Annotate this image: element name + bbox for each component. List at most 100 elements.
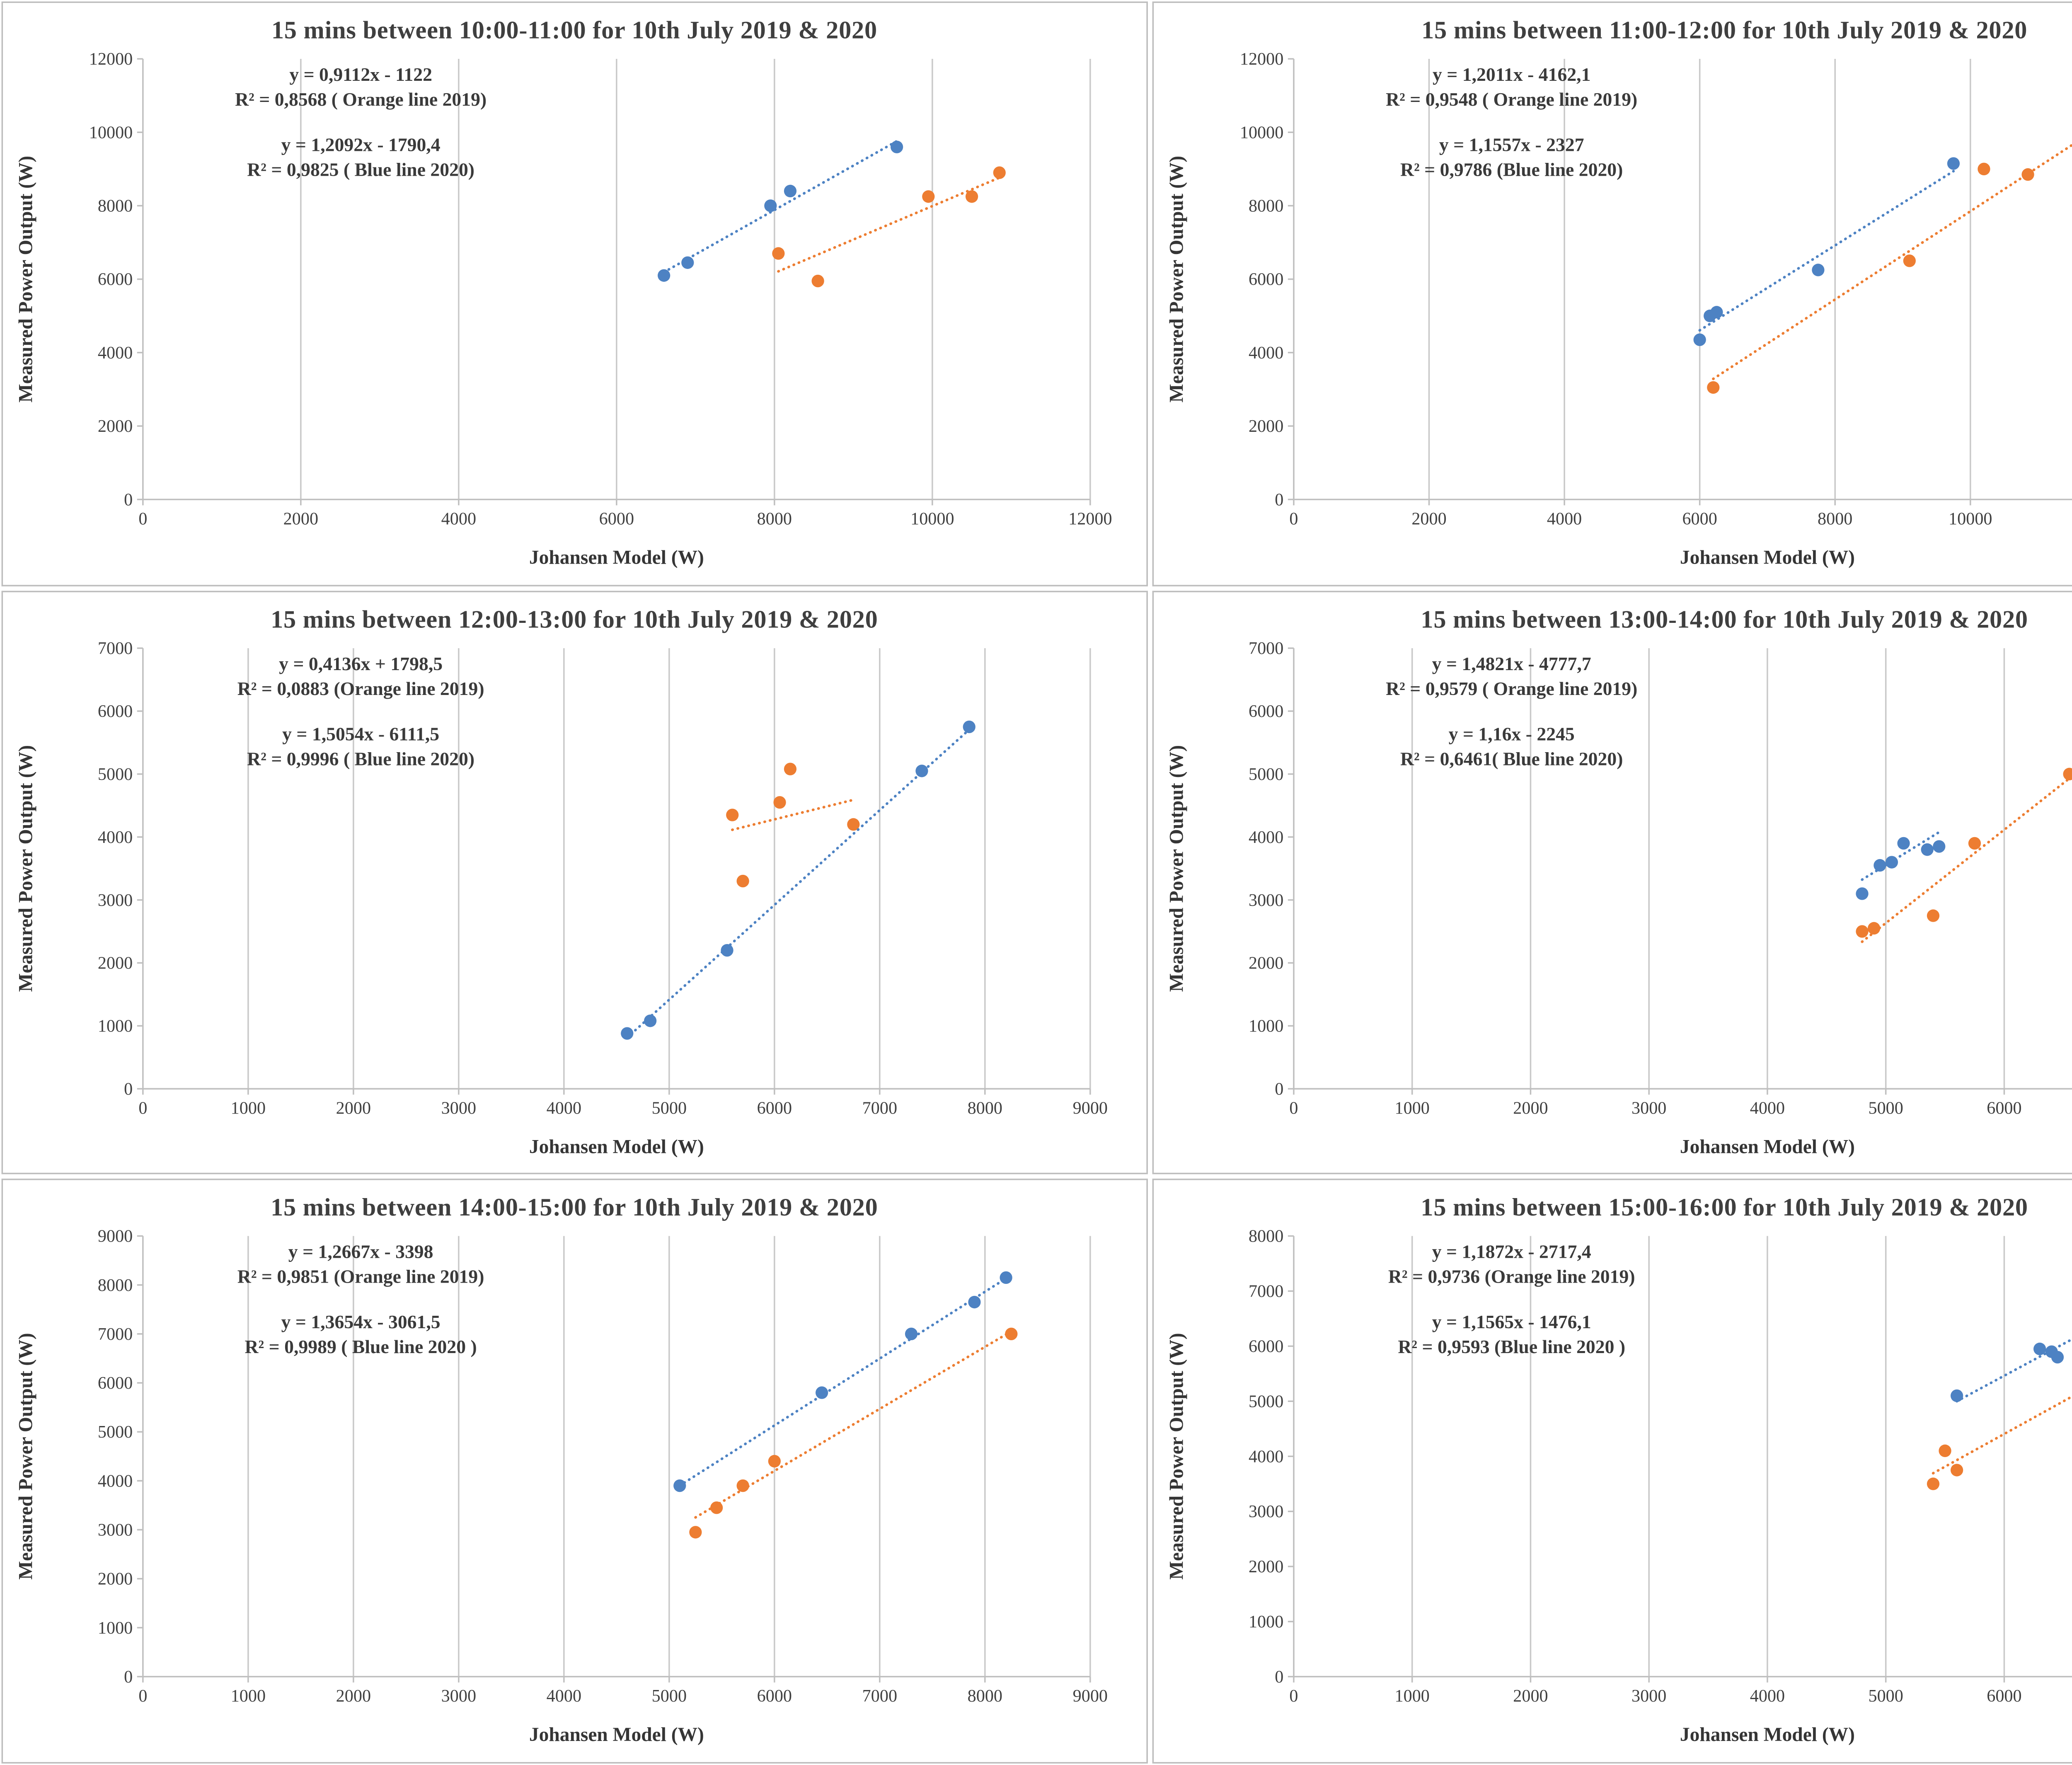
svg-text:R² = 0,9736 (Orange line 2019: R² = 0,9736 (Orange line 2019)	[1387, 1266, 1634, 1288]
svg-text:3000: 3000	[1631, 1098, 1665, 1117]
svg-text:y = 1,2011x - 4162,1: y = 1,2011x - 4162,1	[1432, 64, 1590, 85]
svg-text:8000: 8000	[98, 1276, 133, 1295]
svg-text:y = 1,16x - 2245: y = 1,16x - 2245	[1448, 723, 1574, 744]
svg-text:2000: 2000	[1248, 416, 1283, 436]
svg-text:R² = 0,9851 (Orange line 2019): R² = 0,9851 (Orange line 2019)	[237, 1266, 484, 1288]
svg-text:6000: 6000	[98, 270, 133, 289]
svg-text:8000: 8000	[1248, 1227, 1283, 1247]
svg-text:Johansen Model (W): Johansen Model (W)	[1679, 1136, 1854, 1157]
svg-text:3000: 3000	[98, 1521, 133, 1540]
svg-text:4000: 4000	[1248, 343, 1283, 363]
svg-text:y = 1,4821x - 4777,7: y = 1,4821x - 4777,7	[1431, 653, 1590, 674]
svg-text:5000: 5000	[652, 1687, 687, 1706]
svg-text:0: 0	[1289, 1098, 1297, 1117]
svg-text:3000: 3000	[1248, 1502, 1283, 1522]
svg-text:12000: 12000	[1068, 509, 1112, 528]
svg-text:1000: 1000	[231, 1687, 266, 1706]
svg-text:10000: 10000	[89, 123, 133, 142]
svg-text:4000: 4000	[1546, 509, 1581, 528]
scatter-chart: 0100020003000400050006000700080000100020…	[1165, 1227, 2072, 1746]
svg-text:4000: 4000	[1749, 1687, 1784, 1706]
svg-text:0: 0	[138, 509, 147, 528]
svg-text:Johansen Model (W): Johansen Model (W)	[529, 1136, 704, 1157]
chart-title: 15 mins between 15:00-16:00 for 10th Jul…	[1421, 1194, 2028, 1222]
svg-text:0: 0	[1289, 509, 1297, 528]
svg-text:12000: 12000	[89, 49, 133, 69]
svg-text:6000: 6000	[757, 1098, 792, 1117]
svg-text:y = 1,1565x - 1476,1: y = 1,1565x - 1476,1	[1431, 1312, 1590, 1333]
svg-text:4000: 4000	[1749, 1098, 1784, 1117]
svg-text:5000: 5000	[1868, 1098, 1903, 1117]
svg-text:5000: 5000	[1248, 764, 1283, 784]
svg-text:R² = 0,9593 (Blue line 2020 ): R² = 0,9593 (Blue line 2020 )	[1397, 1336, 1625, 1358]
svg-text:1000: 1000	[1248, 1016, 1283, 1035]
chart-panel-15-16: 15 mins between 15:00-16:00 for 10th Jul…	[1151, 1179, 2072, 1764]
svg-text:0: 0	[1274, 1668, 1283, 1687]
svg-text:6000: 6000	[757, 1687, 792, 1706]
svg-text:9000: 9000	[1073, 1098, 1108, 1117]
svg-text:8000: 8000	[968, 1687, 1002, 1706]
svg-text:R² = 0,9825 ( Blue line 2020): R² = 0,9825 ( Blue line 2020)	[247, 159, 474, 180]
svg-text:10000: 10000	[1239, 123, 1283, 142]
svg-text:Measured Power Output (W): Measured Power Output (W)	[1165, 156, 1187, 403]
svg-text:Johansen Model (W): Johansen Model (W)	[1679, 1724, 1854, 1746]
scatter-chart: 0 1000 2000 3000 4000 5000 6000 7000 8000 9000 0 10…	[15, 638, 1108, 1157]
svg-text:6000: 6000	[1248, 701, 1283, 721]
svg-text:5000: 5000	[98, 764, 133, 784]
svg-text:6000: 6000	[1986, 1098, 2021, 1117]
svg-text:3000: 3000	[1631, 1687, 1665, 1706]
chart-title: 15 mins between 14:00-15:00 for 10th Jul…	[271, 1194, 878, 1222]
svg-text:Johansen Model (W): Johansen Model (W)	[1679, 547, 1854, 569]
chart-panel-10-11: 15 mins between 10:00-11:00 for 10th Jul…	[1, 1, 1147, 586]
svg-text:8000: 8000	[1817, 509, 1852, 528]
chart-panel-11-12: 15 mins between 11:00-12:00 for 10th Jul…	[1151, 1, 2072, 586]
svg-text:R² = 0,9996 ( Blue line 2020): R² = 0,9996 ( Blue line 2020)	[247, 748, 474, 769]
svg-text:6000: 6000	[98, 701, 133, 721]
svg-text:0: 0	[124, 490, 133, 509]
svg-text:y = 0,9112x - 1122: y = 0,9112x - 1122	[289, 64, 432, 85]
svg-text:2000: 2000	[98, 953, 133, 972]
svg-text:3000: 3000	[98, 890, 133, 909]
svg-text:1000: 1000	[231, 1098, 266, 1117]
svg-text:2000: 2000	[1411, 509, 1446, 528]
svg-text:5000: 5000	[1248, 1392, 1283, 1412]
chart-title: 15 mins between 10:00-11:00 for 10th Jul…	[271, 16, 877, 44]
svg-text:2000: 2000	[336, 1098, 371, 1117]
svg-text:9000: 9000	[98, 1227, 133, 1247]
svg-text:Johansen Model (W): Johansen Model (W)	[529, 1724, 704, 1746]
svg-text:2000: 2000	[1512, 1098, 1547, 1117]
svg-text:5000: 5000	[652, 1098, 687, 1117]
svg-text:y = 1,2667x - 3398: y = 1,2667x - 3398	[288, 1242, 433, 1263]
svg-text:R² = 0,9786 (Blue line 2020): R² = 0,9786 (Blue line 2020)	[1399, 159, 1622, 180]
svg-text:2000: 2000	[1512, 1687, 1547, 1706]
svg-text:4000: 4000	[547, 1098, 581, 1117]
svg-text:Measured Power Output (W): Measured Power Output (W)	[1165, 1334, 1187, 1581]
svg-text:8000: 8000	[1248, 196, 1283, 215]
svg-text:1000: 1000	[1248, 1612, 1283, 1632]
scatter-chart: 0 2000 4000 6000 8000 10000 12000 0 2000 4000 6000…	[15, 49, 1112, 569]
svg-text:y = 1,5054x - 6111,5: y = 1,5054x - 6111,5	[282, 723, 439, 744]
svg-text:12000: 12000	[1239, 49, 1283, 69]
svg-text:6000: 6000	[1682, 509, 1716, 528]
svg-text:1000: 1000	[98, 1016, 133, 1035]
svg-text:0: 0	[1274, 490, 1283, 509]
svg-text:2000: 2000	[336, 1687, 371, 1706]
scatter-chart: 0100020003000400050006000700080000100020…	[1165, 638, 2072, 1157]
svg-text:Measured Power Output (W): Measured Power Output (W)	[1165, 745, 1187, 992]
chart-panel-14-15: 15 mins between 14:00-15:00 for 10th Jul…	[1, 1179, 1147, 1764]
svg-text:y = 1,3654x - 3061,5: y = 1,3654x - 3061,5	[281, 1312, 441, 1333]
svg-text:3000: 3000	[1248, 890, 1283, 909]
svg-text:0: 0	[138, 1687, 147, 1706]
svg-text:4000: 4000	[441, 509, 476, 528]
svg-text:2000: 2000	[283, 509, 318, 528]
svg-text:2000: 2000	[1248, 1557, 1283, 1577]
svg-text:3000: 3000	[441, 1098, 476, 1117]
svg-text:4000: 4000	[1248, 827, 1283, 847]
svg-text:y = 0,4136x + 1798,5: y = 0,4136x + 1798,5	[279, 653, 443, 674]
svg-text:0: 0	[1289, 1687, 1297, 1706]
svg-text:6000: 6000	[1248, 270, 1283, 289]
scatter-chart: 0200040006000800010000120001400002000400…	[1165, 49, 2072, 569]
svg-text:7000: 7000	[1248, 1282, 1283, 1302]
svg-text:y = 1,2092x - 1790,4: y = 1,2092x - 1790,4	[281, 134, 441, 155]
svg-text:10000: 10000	[1948, 509, 1991, 528]
